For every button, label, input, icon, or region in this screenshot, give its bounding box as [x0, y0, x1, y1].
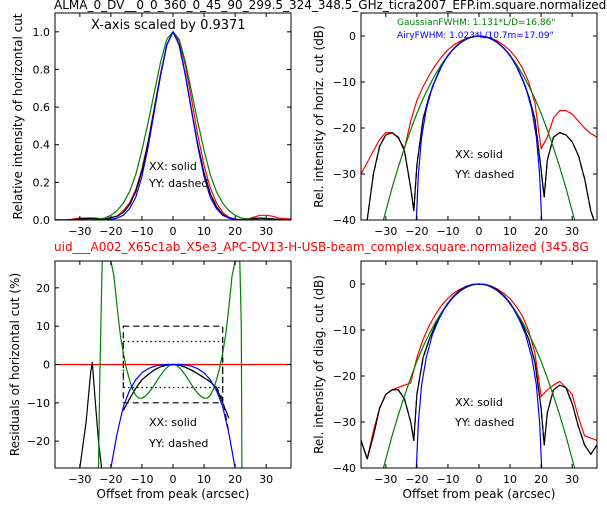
x-tick-label: 30 [565, 225, 579, 238]
blue-solid-series-line [110, 363, 236, 468]
x-tick-label: 20 [228, 473, 242, 486]
yy-dashed-note: YY: dashed [454, 416, 514, 429]
y-tick-label: 0.4 [33, 139, 51, 152]
y-tick-label: 1.0 [33, 26, 51, 39]
plot-area [55, 31, 291, 220]
axes-frame [360, 12, 598, 221]
plot-area [361, 35, 597, 220]
red-solid-series-line [361, 283, 597, 460]
y-tick-label: 0 [349, 30, 356, 43]
y-tick-label: 0 [43, 359, 50, 372]
y-tick-label: 20 [36, 282, 50, 295]
x-axis-label: Offset from peak (arcsec) [403, 487, 556, 501]
x-tick-label: 30 [259, 225, 273, 238]
y-tick-label: −30 [333, 416, 356, 429]
x-tick-label: −10 [130, 225, 153, 238]
xx-solid-note: XX: solid [149, 416, 197, 429]
plot-area [361, 283, 597, 468]
yy-dashed-note: YY: dashed [148, 437, 208, 450]
x-tick-label: −30 [374, 473, 397, 486]
plot-area [55, 261, 291, 468]
y-tick-label: −10 [27, 397, 50, 410]
x-axis-scale-note: X-axis scaled by 0.9371 [91, 18, 246, 33]
green-solid-series-line [97, 261, 243, 468]
black-solid-series-line [366, 35, 595, 220]
y-tick-label: −40 [333, 214, 356, 227]
x-tick-label: −20 [99, 225, 122, 238]
black-solid-series-line [122, 363, 230, 419]
yy-dashed-note: YY: dashed [148, 177, 208, 190]
y-tick-label: −20 [333, 370, 356, 383]
horizontal-residuals-panel: XX: solid YY: dashed Residuals of horizo… [8, 260, 292, 501]
x-tick-label: 10 [503, 473, 517, 486]
xx-solid-note: XX: solid [455, 148, 503, 161]
diagonal-cut-db-panel: XX: solid YY: dashed Rel. intensity of d… [312, 260, 598, 501]
y-tick-label: −20 [333, 122, 356, 135]
horizontal-cut-db-panel: GaussianFWHM: 1.131*L/D=16.86" AiryFWHM:… [312, 12, 598, 238]
black-dashed-series-line [55, 31, 291, 220]
y-tick-label: 0.6 [33, 101, 51, 114]
green-solid-series-line [55, 31, 291, 220]
black-dashed-series-line [361, 283, 597, 460]
x-tick-label: 0 [476, 473, 483, 486]
green-solid-series-line [382, 35, 576, 220]
y-tick-label: 0.2 [33, 176, 51, 189]
x-tick-label: −30 [374, 225, 397, 238]
x-tick-label: 0 [170, 473, 177, 486]
figure-top-title: ALMA_0_DV__0_0_360_0_45_90_299.5_324_348… [54, 0, 606, 12]
y-tick-label: −10 [333, 76, 356, 89]
gaussian-fwhm-label: GaussianFWHM: 1.131*L/D=16.86" [397, 18, 555, 28]
x-tick-label: −20 [405, 473, 428, 486]
blue-solid-series-line [415, 283, 543, 468]
black-solid-series-line [361, 283, 597, 460]
blue-solid-series-line [415, 35, 543, 220]
y-axis-label: Rel. intensity of diag. cut (dB) [312, 275, 326, 454]
x-axis-label: Offset from peak (arcsec) [97, 487, 250, 501]
x-tick-label: 0 [476, 225, 483, 238]
black-dashed-series-line [366, 35, 595, 220]
x-tick-label: −10 [436, 225, 459, 238]
y-tick-label: 10 [36, 320, 50, 333]
figure-middle-title: uid___A002_X65c1ab_X5e3_APC-DV13-H-USB-b… [54, 240, 589, 254]
yy-dashed-note: YY: dashed [454, 168, 514, 181]
x-tick-label: −20 [99, 473, 122, 486]
x-tick-label: −30 [68, 473, 91, 486]
black-solid-series-line [55, 31, 291, 220]
y-tick-label: −10 [333, 324, 356, 337]
axes-frame [360, 260, 598, 469]
x-tick-label: 30 [259, 473, 273, 486]
y-tick-label: 0.0 [33, 214, 51, 227]
y-tick-label: 0 [349, 278, 356, 291]
x-tick-label: 10 [503, 225, 517, 238]
x-tick-label: 20 [534, 473, 548, 486]
x-tick-label: 0 [170, 225, 177, 238]
blue-solid-series-line [55, 31, 291, 220]
y-axis-label: Rel. intensity of horiz. cut (dB) [312, 25, 326, 207]
airy-fwhm-label: AiryFWHM: 1.023*L/10.7m=17.09" [397, 31, 554, 41]
y-tick-label: −40 [333, 462, 356, 475]
horizontal-cut-linear-panel: X-axis scaled by 0.9371 XX: solid YY: da… [11, 12, 292, 238]
y-axis-label: Residuals of horizontal cut (%) [8, 273, 22, 456]
xx-solid-note: XX: solid [455, 396, 503, 409]
y-axis-label: Relative intensity of horizontal cut [11, 13, 25, 219]
x-tick-label: 20 [534, 225, 548, 238]
x-tick-label: 30 [565, 473, 579, 486]
x-tick-label: 10 [197, 225, 211, 238]
x-tick-label: −30 [68, 225, 91, 238]
x-tick-label: −20 [405, 225, 428, 238]
y-tick-label: −30 [333, 168, 356, 181]
red-solid-series-line [55, 31, 291, 220]
y-tick-label: −20 [27, 435, 50, 448]
xx-solid-note: XX: solid [149, 160, 197, 173]
x-tick-label: 10 [197, 473, 211, 486]
x-tick-label: 20 [228, 225, 242, 238]
y-tick-label: 0.8 [33, 63, 51, 76]
x-tick-label: −10 [436, 473, 459, 486]
x-tick-label: −10 [130, 473, 153, 486]
